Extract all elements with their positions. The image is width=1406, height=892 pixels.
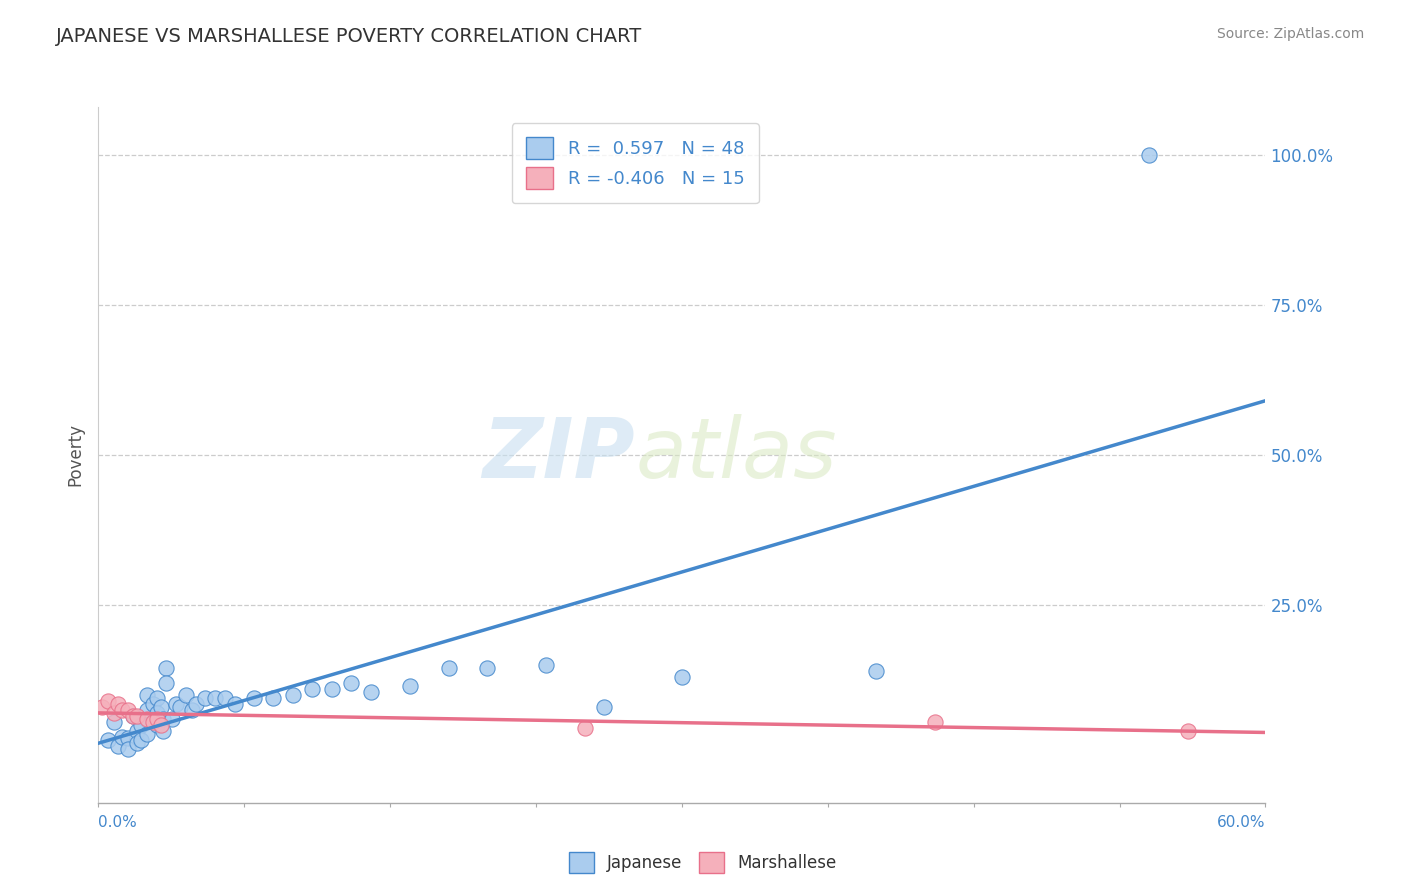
- Point: [169, 699, 191, 714]
- Point: [671, 670, 693, 684]
- Point: [165, 697, 187, 711]
- Point: [162, 712, 184, 726]
- Point: [111, 703, 134, 717]
- Point: [97, 694, 120, 708]
- Point: [129, 718, 152, 732]
- Point: [180, 703, 202, 717]
- Point: [136, 727, 159, 741]
- Point: [281, 688, 304, 702]
- Point: [593, 699, 616, 714]
- Point: [142, 697, 165, 711]
- Point: [107, 697, 129, 711]
- Point: [574, 721, 596, 735]
- Point: [122, 708, 145, 723]
- Text: atlas: atlas: [636, 415, 837, 495]
- Point: [97, 732, 120, 747]
- Point: [437, 661, 460, 675]
- Point: [534, 657, 557, 672]
- Point: [117, 731, 139, 745]
- Point: [1137, 148, 1160, 162]
- Point: [136, 712, 159, 726]
- Point: [477, 661, 499, 675]
- Point: [149, 699, 172, 714]
- Point: [214, 690, 236, 705]
- Point: [136, 688, 159, 702]
- Point: [155, 661, 177, 675]
- Point: [146, 718, 169, 732]
- Text: ZIP: ZIP: [482, 415, 636, 495]
- Point: [865, 664, 887, 678]
- Point: [91, 699, 114, 714]
- Point: [127, 723, 149, 738]
- Point: [146, 690, 169, 705]
- Point: [129, 732, 152, 747]
- Point: [194, 690, 217, 705]
- Point: [127, 736, 149, 750]
- Point: [149, 718, 172, 732]
- Point: [398, 679, 420, 693]
- Point: [146, 712, 169, 726]
- Point: [243, 690, 266, 705]
- Text: 0.0%: 0.0%: [98, 814, 138, 830]
- Point: [152, 712, 174, 726]
- Text: Source: ZipAtlas.com: Source: ZipAtlas.com: [1216, 27, 1364, 41]
- Point: [321, 681, 343, 696]
- Point: [1177, 723, 1199, 738]
- Point: [117, 703, 139, 717]
- Legend: R =  0.597   N = 48, R = -0.406   N = 15: R = 0.597 N = 48, R = -0.406 N = 15: [512, 123, 759, 203]
- Point: [146, 706, 169, 720]
- Point: [111, 730, 134, 744]
- Point: [103, 714, 125, 729]
- Point: [360, 685, 382, 699]
- Point: [127, 708, 149, 723]
- Legend: Japanese, Marshallese: Japanese, Marshallese: [562, 846, 844, 880]
- Text: 60.0%: 60.0%: [1218, 814, 1265, 830]
- Y-axis label: Poverty: Poverty: [66, 424, 84, 486]
- Point: [174, 688, 197, 702]
- Point: [262, 690, 284, 705]
- Point: [117, 741, 139, 756]
- Point: [184, 697, 207, 711]
- Point: [103, 706, 125, 720]
- Point: [142, 714, 165, 729]
- Point: [155, 676, 177, 690]
- Point: [136, 703, 159, 717]
- Point: [107, 739, 129, 753]
- Text: JAPANESE VS MARSHALLESE POVERTY CORRELATION CHART: JAPANESE VS MARSHALLESE POVERTY CORRELAT…: [56, 27, 643, 45]
- Point: [224, 697, 246, 711]
- Point: [924, 714, 946, 729]
- Point: [122, 708, 145, 723]
- Point: [301, 681, 323, 696]
- Point: [204, 690, 226, 705]
- Point: [152, 723, 174, 738]
- Point: [340, 676, 363, 690]
